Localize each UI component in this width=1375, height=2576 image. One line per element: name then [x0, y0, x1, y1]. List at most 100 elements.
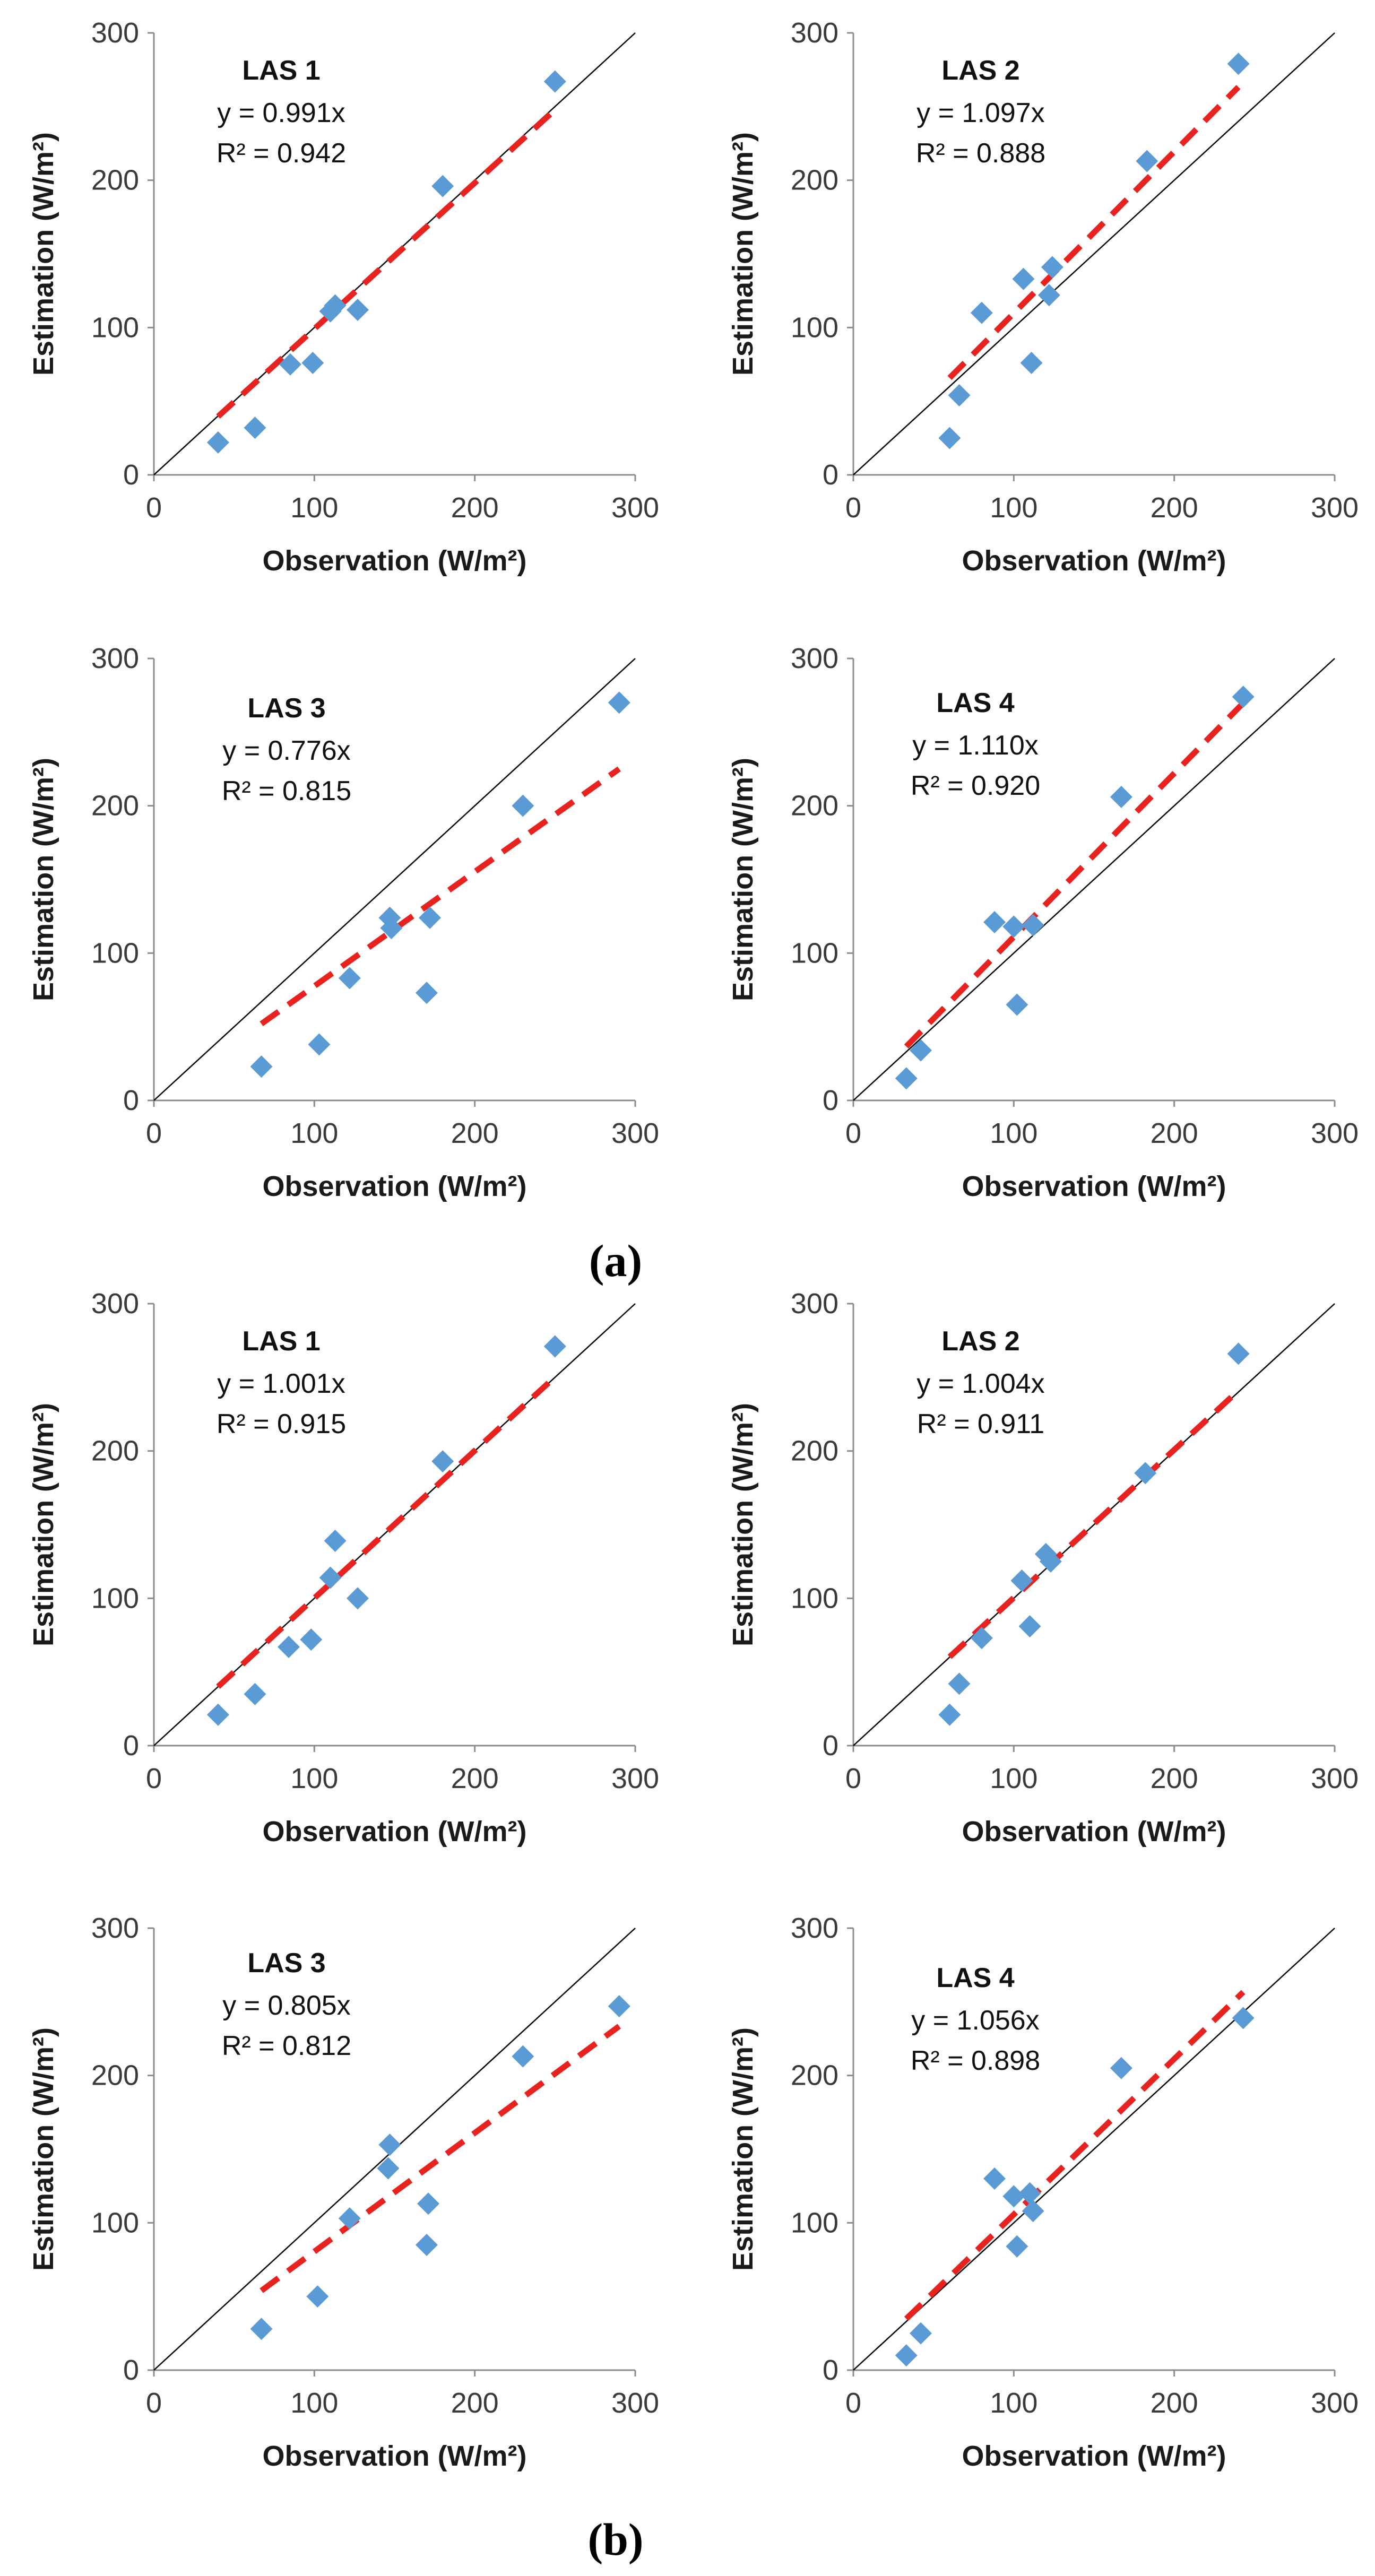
data-point: [608, 691, 630, 714]
x-tick-label: 0: [845, 1763, 861, 1794]
x-tick-label: 300: [1311, 492, 1359, 524]
data-point: [1041, 256, 1063, 279]
x-tick-label: 100: [990, 1117, 1037, 1149]
data-point: [1039, 1550, 1062, 1573]
y-tick-label: 200: [791, 164, 838, 196]
y-axis-title: Estimation (W/m²): [727, 1403, 759, 1646]
data-point: [909, 1039, 932, 1062]
y-tick-label: 300: [91, 1288, 139, 1320]
y-tick-label: 200: [791, 790, 838, 822]
x-tick-label: 0: [845, 1117, 861, 1149]
data-point: [417, 2192, 439, 2215]
x-tick-label: 100: [290, 1763, 338, 1794]
y-axis-title: Estimation (W/m²): [727, 2027, 759, 2271]
regression-equation: y = 1.001x: [217, 1368, 345, 1399]
data-point: [300, 1628, 323, 1651]
data-point: [970, 301, 993, 324]
fit-line: [947, 85, 1241, 380]
r-squared: R² = 0.815: [222, 776, 351, 806]
data-point: [983, 2167, 1006, 2190]
data-point: [1012, 267, 1035, 290]
identity-line: [853, 1928, 1335, 2371]
x-tick-label: 300: [611, 1117, 659, 1149]
data-point: [1006, 993, 1028, 1016]
data-point: [1022, 914, 1044, 936]
x-tick-label: 100: [290, 492, 338, 524]
x-tick-label: 200: [1151, 1763, 1198, 1794]
chart-title: LAS 3: [247, 693, 325, 724]
x-tick-label: 0: [146, 492, 162, 524]
data-point: [895, 2344, 918, 2367]
x-tick-label: 300: [1311, 1117, 1359, 1149]
x-tick-label: 100: [290, 1117, 338, 1149]
data-point: [324, 1530, 347, 1552]
data-point: [1022, 2200, 1044, 2223]
x-tick-label: 300: [611, 2387, 659, 2419]
chart-7: 0 100 200 300 0 100 200 300 Observation (W/m²) Es…: [28, 1912, 659, 2472]
r-squared: R² = 0.812: [222, 2031, 351, 2061]
y-tick-label: 100: [91, 937, 139, 969]
y-tick-label: 200: [91, 164, 139, 196]
y-tick-label: 300: [791, 1288, 838, 1320]
x-tick-label: 200: [1151, 2387, 1198, 2419]
regression-equation: y = 1.056x: [911, 2005, 1039, 2036]
data-point: [338, 967, 361, 990]
data-point: [1010, 1569, 1033, 1592]
y-tick-label: 0: [823, 1730, 838, 1762]
data-point: [415, 982, 438, 1004]
chart-2: 0 100 200 300 0 100 200 300 Observation (W/m²) Es…: [727, 17, 1359, 577]
y-axis-title: Estimation (W/m²): [727, 132, 759, 376]
data-point: [377, 2157, 400, 2180]
y-tick-label: 300: [91, 17, 139, 49]
x-tick-label: 100: [990, 1763, 1037, 1794]
data-point: [608, 1995, 630, 2018]
y-tick-label: 0: [823, 459, 838, 491]
data-point: [1002, 2185, 1025, 2208]
chart-title: LAS 4: [936, 688, 1014, 718]
data-point: [206, 431, 229, 454]
y-tick-label: 0: [123, 459, 139, 491]
data-point: [1110, 786, 1132, 809]
chart-1: 0 100 200 300 0 100 200 300 Observation (W/m²) Es…: [28, 17, 659, 577]
y-tick-label: 200: [791, 1435, 838, 1467]
chart-8: 0 100 200 300 0 100 200 300 Observation (W/m²) Es…: [727, 1912, 1359, 2472]
data-point: [895, 1067, 918, 1090]
data-point: [279, 353, 301, 376]
y-tick-label: 300: [791, 1912, 838, 1944]
x-tick-label: 300: [611, 1763, 659, 1794]
r-squared: R² = 0.888: [916, 138, 1045, 169]
chart-5: 0 100 200 300 0 100 200 300 Observation (W/m²) Es…: [28, 1288, 659, 1848]
data-point: [1037, 284, 1060, 307]
y-axis-title: Estimation (W/m²): [727, 758, 759, 1001]
y-tick-label: 200: [791, 2060, 838, 2092]
y-tick-label: 100: [791, 937, 838, 969]
identity-line: [853, 658, 1335, 1101]
data-point: [1227, 53, 1250, 75]
data-point: [970, 1627, 993, 1650]
x-tick-label: 300: [1311, 1763, 1359, 1794]
regression-equation: y = 1.110x: [912, 730, 1039, 761]
chart-title: LAS 3: [247, 1948, 325, 1979]
x-tick-label: 0: [146, 1117, 162, 1149]
x-tick-label: 300: [1311, 2387, 1359, 2419]
data-point: [380, 917, 403, 940]
fit-line: [216, 108, 557, 419]
identity-line: [153, 658, 636, 1101]
y-axis-title: Estimation (W/m²): [28, 758, 59, 1001]
y-tick-label: 100: [91, 2207, 139, 2239]
y-tick-label: 300: [91, 643, 139, 674]
data-point: [1020, 351, 1043, 374]
y-axis-title: Estimation (W/m²): [28, 2027, 59, 2271]
data-point: [338, 2207, 361, 2230]
x-tick-label: 0: [845, 492, 861, 524]
y-tick-label: 300: [91, 1912, 139, 1944]
regression-equation: y = 0.776x: [222, 735, 350, 766]
fit-line: [904, 1990, 1246, 2321]
data-point: [378, 2133, 401, 2156]
regression-equation: y = 0.991x: [217, 98, 345, 128]
r-squared: R² = 0.911: [917, 1409, 1044, 1439]
data-point: [301, 351, 324, 374]
data-point: [308, 1033, 331, 1056]
data-point: [512, 2045, 534, 2068]
x-tick-label: 200: [1151, 1117, 1198, 1149]
